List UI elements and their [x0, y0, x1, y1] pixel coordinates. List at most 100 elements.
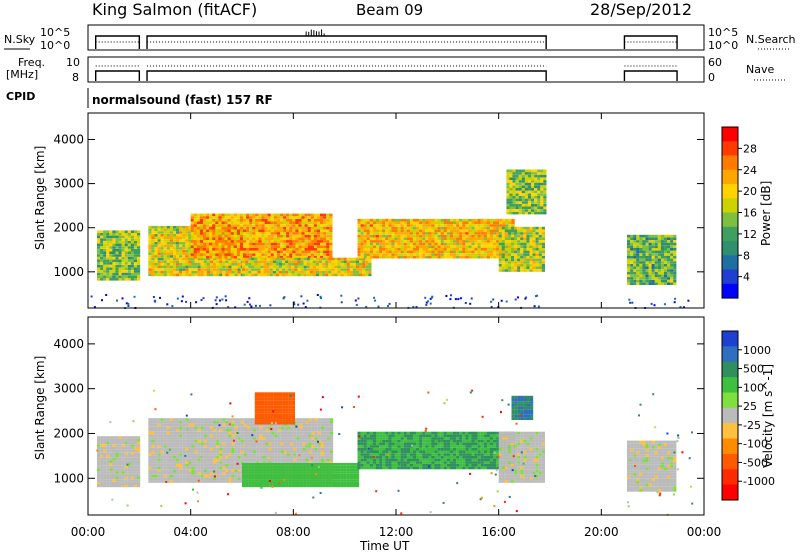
power-cell [538, 269, 542, 272]
power-cell [477, 234, 481, 238]
velocity-cell [271, 453, 275, 456]
power-cell [508, 221, 512, 225]
power-cell [215, 224, 219, 227]
power-cell [515, 174, 519, 178]
power-cell [254, 273, 258, 277]
power-cell [501, 240, 505, 243]
power-cell [394, 237, 398, 240]
power-cell [252, 253, 256, 256]
power-cell [642, 242, 646, 246]
power-cell [496, 218, 500, 222]
power-speckle [357, 297, 360, 300]
power-cell [654, 263, 658, 267]
velocity-cell [176, 480, 180, 483]
velocity-cell [169, 439, 174, 443]
power-cell [196, 229, 200, 233]
power-cell [425, 232, 429, 235]
power-cell [273, 234, 277, 238]
power-cell [109, 230, 113, 233]
power-cell [215, 218, 219, 222]
velocity-cell [213, 463, 217, 467]
power-cell [294, 265, 298, 269]
power-cell [312, 268, 316, 271]
power-cell [230, 221, 234, 225]
power-cell [382, 232, 386, 235]
power-speckle [373, 296, 376, 299]
power-cell [636, 282, 640, 285]
power-cell [310, 250, 314, 254]
power-cell [227, 216, 231, 219]
velocity-cell [121, 436, 125, 439]
power-cell [206, 232, 210, 235]
power-cell [673, 282, 677, 285]
power-cell [190, 224, 194, 227]
velocity-cell [231, 418, 235, 421]
power-cell [115, 248, 119, 252]
power-cell [157, 273, 161, 277]
power-cell [502, 221, 506, 225]
power-cell [651, 261, 655, 264]
velocity-cell [246, 429, 251, 432]
power-cell [166, 257, 170, 261]
velocity-cell [206, 458, 210, 462]
power-cell [501, 263, 505, 267]
power-cell [300, 268, 304, 271]
velocity-cell [277, 426, 281, 429]
velocity-cell [225, 466, 229, 470]
power-cell [169, 247, 174, 250]
power-cell [252, 237, 256, 240]
power-cell [538, 242, 542, 246]
power-cell [292, 240, 296, 243]
power-cell [304, 255, 308, 259]
power-cell [137, 275, 141, 278]
power-cell [112, 248, 116, 252]
power-cell [267, 226, 271, 230]
power-cell [409, 229, 414, 233]
power-cell [313, 226, 318, 230]
power-cell [443, 232, 447, 235]
velocity-cell [169, 455, 174, 459]
velocity-cell [253, 450, 257, 454]
power-cell [112, 235, 116, 239]
power-cell [182, 244, 186, 248]
power-cell [501, 237, 505, 240]
power-cell [639, 237, 643, 240]
power-cell [520, 261, 524, 264]
power-cell [360, 242, 364, 246]
velocity-cell [151, 434, 155, 438]
power-cell [527, 193, 532, 196]
velocity-cell [225, 426, 229, 429]
power-cell [258, 221, 262, 225]
power-cell [412, 248, 417, 251]
power-cell [506, 209, 510, 212]
power-cell [537, 174, 541, 178]
power-cell [118, 264, 122, 268]
power-cell [419, 234, 423, 238]
power-cell [509, 209, 513, 212]
power-cell [627, 234, 631, 238]
power-cell [535, 255, 539, 259]
velocity-cell [243, 445, 247, 448]
power-cell [651, 245, 655, 248]
velocity-cell [154, 474, 158, 478]
velocity-cell [216, 439, 220, 443]
power-cell [237, 270, 241, 274]
velocity-cell [163, 437, 167, 440]
velocity-cell [154, 463, 158, 467]
power-cell [670, 248, 674, 251]
power-cell [100, 259, 104, 263]
power-cell [154, 241, 158, 245]
power-cell [372, 250, 377, 254]
power-cell [517, 258, 521, 262]
power-cell [337, 257, 341, 261]
velocity-cell [274, 423, 278, 427]
power-cell [169, 252, 174, 255]
velocity-cell [213, 461, 217, 464]
power-cell [654, 258, 658, 262]
power-cell [388, 229, 392, 233]
power-cell [437, 237, 441, 240]
power-cell [215, 255, 219, 259]
power-cell [648, 240, 652, 243]
power-cell [103, 272, 107, 276]
power-cell [642, 253, 646, 256]
